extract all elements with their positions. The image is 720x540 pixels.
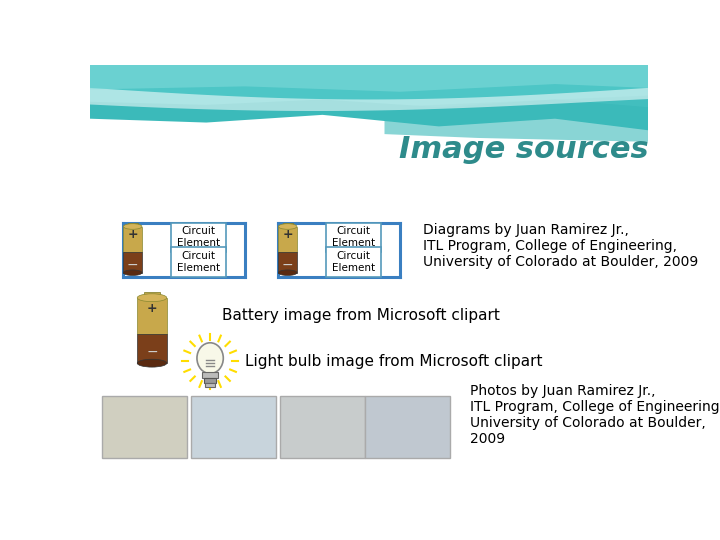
Bar (102, 396, 187, 457)
Ellipse shape (279, 270, 297, 275)
Bar (280, 396, 365, 457)
Bar (123, 252, 142, 273)
Text: Circuit
Element: Circuit Element (332, 251, 375, 273)
Bar (365, 396, 451, 457)
Bar (279, 226, 297, 252)
Bar (326, 247, 381, 276)
Text: +: + (147, 302, 157, 315)
Ellipse shape (123, 270, 142, 275)
Bar (191, 396, 276, 457)
Bar (279, 252, 297, 273)
Bar (138, 334, 167, 363)
Ellipse shape (123, 224, 142, 230)
Ellipse shape (197, 343, 223, 374)
Polygon shape (90, 65, 648, 92)
Text: −: − (127, 258, 138, 272)
Bar (202, 372, 218, 378)
Ellipse shape (138, 294, 167, 302)
Text: Battery image from Microsoft clipart: Battery image from Microsoft clipart (222, 308, 500, 322)
Text: −: − (282, 258, 294, 272)
Text: Circuit
Element: Circuit Element (177, 226, 220, 248)
Text: +: + (282, 228, 293, 241)
Text: Image sources: Image sources (399, 135, 649, 164)
Text: Circuit
Element: Circuit Element (332, 226, 375, 248)
Bar (205, 383, 215, 387)
Polygon shape (90, 65, 648, 130)
Bar (144, 293, 160, 298)
Ellipse shape (138, 359, 167, 367)
Text: −: − (146, 345, 158, 359)
Text: Diagrams by Juan Ramirez Jr.,
ITL Program, College of Engineering,
University of: Diagrams by Juan Ramirez Jr., ITL Progra… (423, 222, 698, 269)
Bar (282, 223, 293, 226)
Bar (204, 378, 216, 383)
Polygon shape (384, 96, 648, 142)
Text: +: + (127, 228, 138, 241)
Bar (171, 222, 225, 252)
Polygon shape (90, 65, 648, 107)
Ellipse shape (279, 224, 297, 230)
Bar (138, 298, 167, 334)
Text: Circuit
Element: Circuit Element (177, 251, 220, 273)
Bar (127, 223, 138, 226)
Text: Light bulb image from Microsoft clipart: Light bulb image from Microsoft clipart (245, 354, 542, 369)
Bar (171, 247, 225, 276)
Bar (123, 226, 142, 252)
Text: Photos by Juan Ramirez Jr.,
ITL Program, College of Engineering,
University of C: Photos by Juan Ramirez Jr., ITL Program,… (469, 384, 720, 447)
Bar (326, 222, 381, 252)
Polygon shape (90, 88, 648, 111)
